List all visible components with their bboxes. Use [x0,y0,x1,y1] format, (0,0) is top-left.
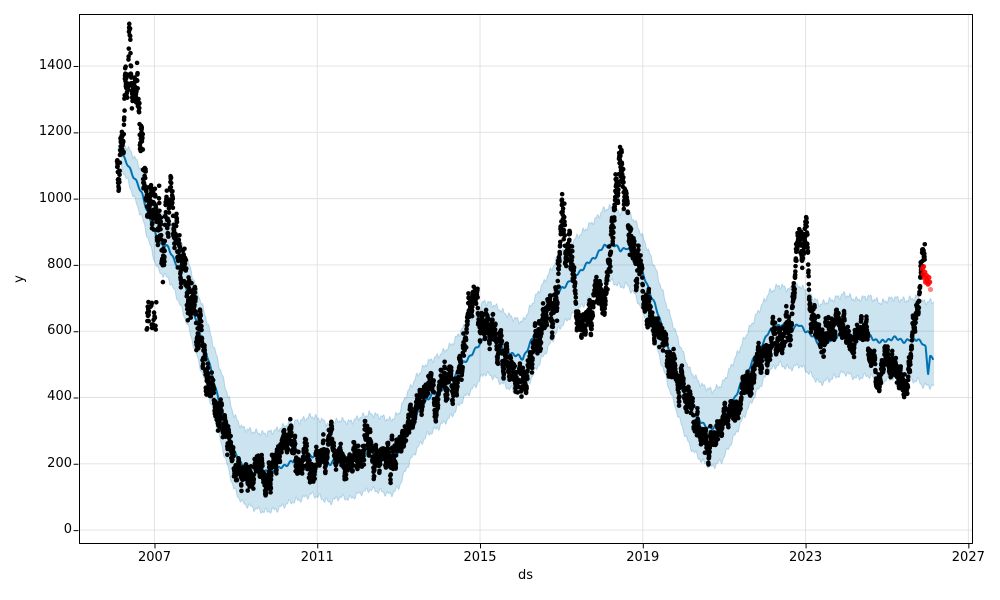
y-tick-label: 600 [47,323,72,339]
x-axis-label: ds [517,568,534,583]
x-tick-label: 2015 [463,550,497,565]
y-tick-label: 400 [47,389,72,405]
x-tick-label: 2027 [951,550,985,565]
y-tick-label: 800 [47,256,72,272]
y-tick-label: 1400 [38,58,72,74]
y-tick-label: 0 [63,522,72,538]
x-tick-label: 2007 [137,550,172,565]
y-tick-label: 200 [47,455,72,471]
x-tick-label: 2011 [300,550,334,565]
y-tick-label: 1000 [38,190,72,206]
y-tick-label: 1200 [38,124,72,140]
x-tick-label: 2023 [789,550,823,565]
x-tick-label: 2019 [626,550,660,565]
